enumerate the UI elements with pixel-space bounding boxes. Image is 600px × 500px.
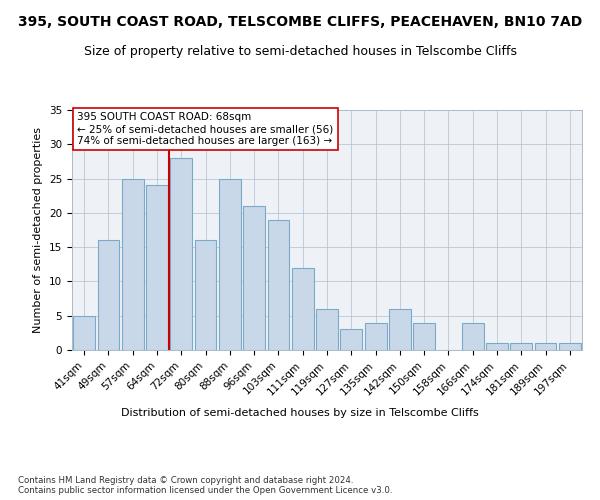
Bar <box>268 220 289 350</box>
Bar <box>365 322 386 350</box>
Bar <box>97 240 119 350</box>
Bar <box>486 343 508 350</box>
Text: Contains HM Land Registry data © Crown copyright and database right 2024.
Contai: Contains HM Land Registry data © Crown c… <box>18 476 392 495</box>
Bar <box>340 330 362 350</box>
Bar <box>559 343 581 350</box>
Bar <box>389 309 411 350</box>
Bar <box>316 309 338 350</box>
Bar <box>511 343 532 350</box>
Bar <box>122 178 143 350</box>
Bar <box>243 206 265 350</box>
Bar <box>462 322 484 350</box>
Bar <box>170 158 192 350</box>
Text: 395, SOUTH COAST ROAD, TELSCOMBE CLIFFS, PEACEHAVEN, BN10 7AD: 395, SOUTH COAST ROAD, TELSCOMBE CLIFFS,… <box>18 15 582 29</box>
Bar <box>146 186 168 350</box>
Bar <box>535 343 556 350</box>
Text: Size of property relative to semi-detached houses in Telscombe Cliffs: Size of property relative to semi-detach… <box>83 45 517 58</box>
Bar <box>292 268 314 350</box>
Text: 395 SOUTH COAST ROAD: 68sqm
← 25% of semi-detached houses are smaller (56)
74% o: 395 SOUTH COAST ROAD: 68sqm ← 25% of sem… <box>77 112 334 146</box>
Bar <box>194 240 217 350</box>
Y-axis label: Number of semi-detached properties: Number of semi-detached properties <box>34 127 43 333</box>
Bar <box>413 322 435 350</box>
Bar <box>219 178 241 350</box>
Bar <box>73 316 95 350</box>
Text: Distribution of semi-detached houses by size in Telscombe Cliffs: Distribution of semi-detached houses by … <box>121 408 479 418</box>
